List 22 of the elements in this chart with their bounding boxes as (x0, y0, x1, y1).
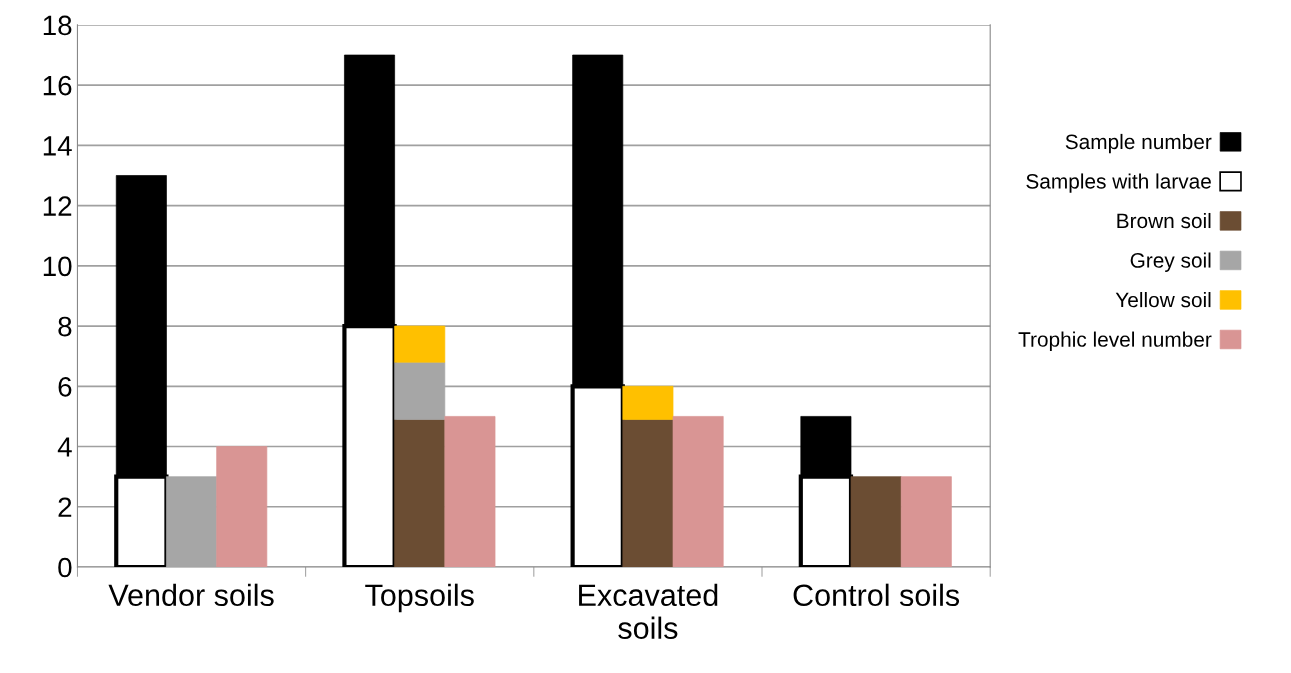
legend-label: Samples with larvae (1026, 173, 1211, 193)
y-tick-label: 8 (58, 316, 72, 337)
legend-label: Trophic level number (1018, 331, 1212, 351)
x-tick-label: Topsoils (365, 583, 474, 613)
y-tick-label: 0 (58, 557, 72, 578)
legend-label: Brown soil (1117, 212, 1211, 229)
y-tick-label: 14 (43, 136, 72, 156)
y-tick-label: 16 (43, 75, 72, 96)
x-tick-label: Excavated soils (579, 583, 718, 640)
x-tick-label: Vendor soils (108, 583, 274, 607)
y-tick-label: 18 (43, 15, 72, 36)
y-tick-label: 4 (57, 437, 72, 457)
y-tick-label: 12 (43, 196, 72, 216)
y-tick-label: 2 (58, 497, 72, 517)
y-tick-label: 10 (43, 256, 72, 277)
bar (394, 325, 446, 363)
x-tick-label: Control soils (793, 583, 960, 607)
y-tick-label: 6 (58, 376, 72, 397)
legend-label: Sample number (1065, 133, 1212, 154)
legend-label: Grey soil (1130, 252, 1211, 272)
legend-label: Yellow soil (1115, 292, 1211, 308)
bar (622, 385, 674, 420)
